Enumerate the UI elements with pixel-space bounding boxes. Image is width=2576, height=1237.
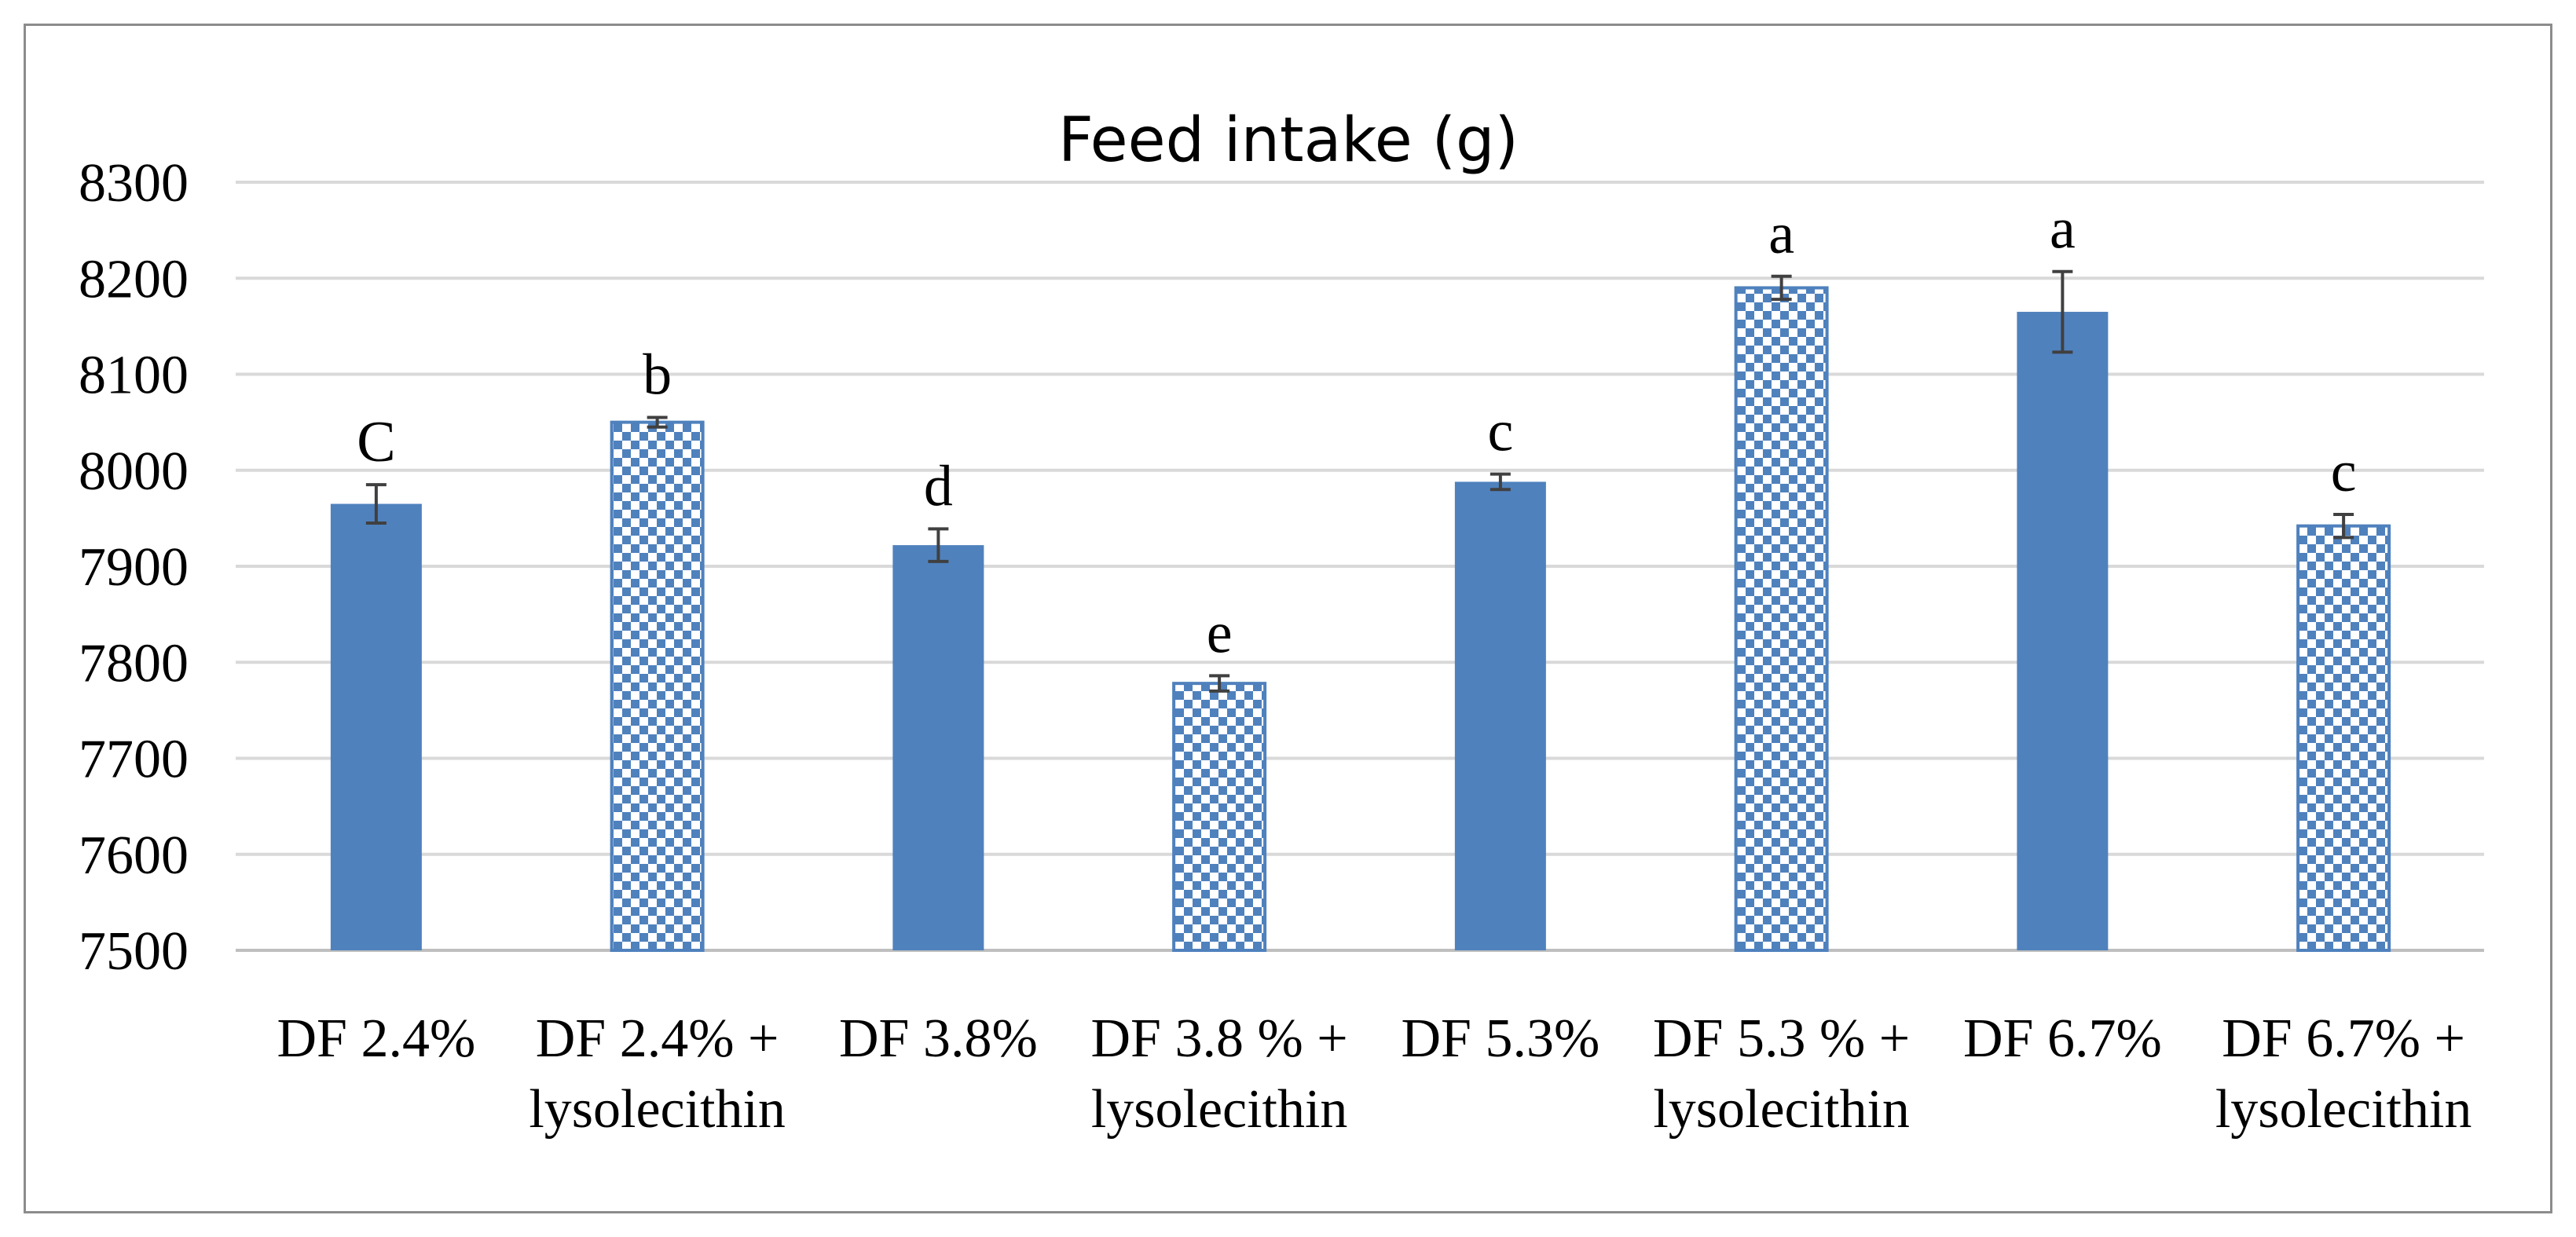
bar (610, 420, 705, 952)
category-label: DF 3.8% (839, 1008, 1038, 1069)
category-label: lysolecithin (1091, 1079, 1348, 1140)
category-label: DF 2.4% (277, 1008, 475, 1069)
bar (892, 545, 984, 950)
significance-label: a (1768, 202, 1794, 266)
y-tick-label: 8200 (79, 249, 189, 309)
significance-label: b (643, 343, 672, 408)
category-label: lysolecithin (1653, 1079, 1910, 1140)
significance-label: c (2331, 440, 2357, 504)
y-tick-label: 8100 (79, 346, 189, 406)
y-tick-label: 7900 (79, 537, 189, 598)
error-bars (365, 269, 2354, 693)
x-axis-categories: DF 2.4% DF 2.4% + lysolecithin DF 3.8% DF 3.… (277, 1008, 2472, 1140)
bar (330, 503, 422, 950)
y-tick-label: 7500 (79, 921, 189, 982)
significance-label: a (2050, 197, 2076, 262)
chart-frame (24, 24, 2552, 1213)
y-tick-label: 7700 (79, 730, 189, 790)
y-tick-label: 7800 (79, 633, 189, 694)
bar (2296, 524, 2391, 952)
bars (330, 286, 2391, 953)
significance-label: d (924, 454, 953, 518)
y-axis-ticks: 7500 7600 7700 7800 7900 8000 8100 8200 8300 (79, 153, 189, 982)
category-label: DF 5.3% (1401, 1008, 1599, 1069)
chart-title: Feed intake (g) (1058, 105, 1519, 176)
significance-label: e (1207, 601, 1233, 665)
significance-label: C (357, 410, 395, 474)
category-label: DF 3.8 % + (1090, 1008, 1347, 1069)
bar (1734, 286, 1829, 953)
category-label: DF 2.4% + (536, 1008, 779, 1069)
significance-label: c (1487, 400, 1513, 464)
gridlines (236, 181, 2484, 952)
category-label: DF 6.7% + (2222, 1008, 2465, 1069)
category-label: DF 6.7% (1963, 1008, 2162, 1069)
y-tick-label: 8300 (79, 153, 189, 214)
bar (2017, 312, 2109, 951)
bar (1454, 481, 1546, 950)
category-label: lysolecithin (529, 1079, 786, 1140)
category-label: DF 5.3 % + (1653, 1008, 1910, 1069)
y-tick-label: 8000 (79, 441, 189, 502)
significance-labels: Cb d e c a a c (357, 197, 2356, 666)
category-label: lysolecithin (2215, 1079, 2472, 1140)
bar (1172, 682, 1267, 953)
y-tick-label: 7600 (79, 825, 189, 886)
